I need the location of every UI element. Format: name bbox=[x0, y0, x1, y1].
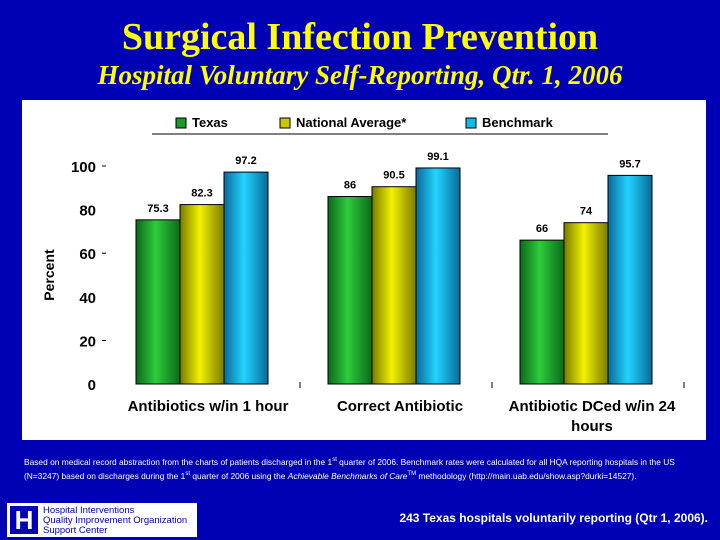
bar-texas bbox=[327, 196, 373, 385]
data-label: 82.3 bbox=[191, 188, 212, 200]
bar-chart: 0 20 40 60 80 100 Percent 75.3 82.3 97.2 Antibioti… bbox=[41, 115, 685, 435]
footnote-italic: Achievable Benchmarks of Care bbox=[287, 470, 408, 481]
legend-swatch bbox=[175, 117, 187, 129]
x-category-label: Antibiotic DCed w/in 24 bbox=[509, 398, 676, 415]
x-category-label: hours bbox=[571, 418, 613, 435]
hiqioc-logo: H Hospital Interventions Quality Improve… bbox=[6, 502, 198, 538]
x-category-label: Correct Antibiotic bbox=[337, 398, 463, 415]
data-label: 99.1 bbox=[427, 151, 448, 163]
footnote-text-3: quarter of 2006 using the bbox=[190, 470, 288, 481]
footnote-text-2: quarter of 2006. Benchmark rates were ca… bbox=[24, 456, 675, 481]
y-tick-label: 80 bbox=[79, 203, 96, 220]
logo-line: Quality Improvement Organization bbox=[43, 515, 188, 526]
bar-texas bbox=[519, 239, 565, 385]
bar-national-average bbox=[563, 222, 609, 385]
x-category-label: Antibiotics w/in 1 hour bbox=[128, 398, 289, 415]
footnote-sup-2: st bbox=[185, 470, 190, 477]
chart-panel: 0 20 40 60 80 100 Percent 75.3 82.3 97.2 Antibioti… bbox=[22, 100, 706, 440]
logo-h-icon: H bbox=[10, 506, 38, 534]
bar-benchmark bbox=[415, 167, 461, 385]
legend-swatch bbox=[279, 117, 291, 129]
data-label: 86 bbox=[344, 180, 356, 192]
bar-texas bbox=[135, 219, 181, 385]
page-subtitle: Hospital Voluntary Self-Reporting, Qtr. … bbox=[97, 60, 623, 90]
y-tick-label: 20 bbox=[79, 333, 96, 350]
data-label: 95.7 bbox=[619, 158, 640, 170]
legend-label: Texas bbox=[192, 115, 228, 130]
logo-line: Hospital Interventions bbox=[43, 505, 135, 516]
y-tick-label: 60 bbox=[79, 246, 96, 263]
y-tick-label: 0 bbox=[88, 377, 96, 394]
y-tick-label: 100 bbox=[71, 159, 96, 176]
footnote-sup-1: st bbox=[332, 457, 337, 463]
bar-national-average bbox=[371, 186, 417, 385]
y-tick-label: 40 bbox=[79, 290, 96, 307]
bottom-note: 243 Texas hospitals voluntarily reportin… bbox=[399, 511, 708, 525]
data-label: 97.2 bbox=[235, 155, 256, 167]
legend-swatch bbox=[465, 117, 477, 129]
bar-national-average bbox=[179, 204, 225, 385]
legend-label: Benchmark bbox=[482, 115, 554, 130]
y-axis-label: Percent bbox=[41, 249, 57, 301]
data-label: 90.5 bbox=[383, 170, 404, 182]
footnote-sup-3: TM bbox=[407, 470, 417, 477]
logo-text: Hospital Interventions Quality Improveme… bbox=[43, 506, 187, 536]
footnote-text-1: Based on medical record abstraction from… bbox=[24, 456, 333, 467]
bar-benchmark bbox=[223, 171, 269, 385]
data-label: 75.3 bbox=[147, 203, 168, 215]
bar-benchmark bbox=[607, 174, 653, 385]
page-title: Surgical Infection Prevention bbox=[121, 16, 599, 58]
legend-label: National Average* bbox=[296, 115, 407, 130]
footnote-text-4: methodology (http://main.uab.edu/show.as… bbox=[416, 470, 637, 481]
logo-line: Support Center bbox=[43, 525, 108, 536]
data-label: 74 bbox=[580, 206, 593, 218]
data-label: 66 bbox=[536, 223, 548, 235]
footnote: Based on medical record abstraction from… bbox=[24, 454, 696, 482]
